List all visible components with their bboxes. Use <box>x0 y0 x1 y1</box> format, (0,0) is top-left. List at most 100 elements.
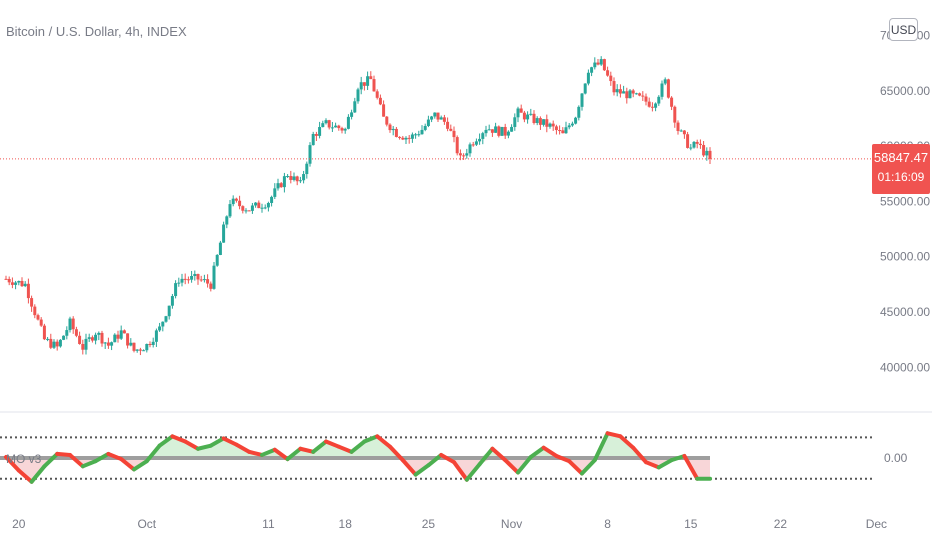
candle-body <box>682 130 686 135</box>
oscillator-segment <box>375 434 392 449</box>
oscillator-segment <box>349 439 367 454</box>
candle-body <box>87 337 91 339</box>
candle-body <box>538 118 542 125</box>
candle-body <box>327 120 331 128</box>
candle-body <box>580 93 584 107</box>
candle-body <box>58 339 62 347</box>
oscillator-segment <box>400 458 418 477</box>
candle-body <box>142 350 146 352</box>
candle-body <box>247 210 251 212</box>
x-tick-label: Oct <box>137 517 156 531</box>
candle-body <box>522 112 526 120</box>
candle-body <box>167 305 171 317</box>
candle-body <box>583 83 587 94</box>
candle-body <box>471 144 475 146</box>
candle-body <box>647 101 651 107</box>
candle-body <box>65 330 69 336</box>
candle-body <box>458 153 462 156</box>
candle-body <box>436 112 440 120</box>
candle-body <box>305 163 309 175</box>
candle-body <box>532 113 536 124</box>
candle-body <box>154 330 158 342</box>
oscillator-segment <box>234 442 252 454</box>
candle-body <box>689 147 693 149</box>
candle-body <box>577 106 581 118</box>
candle-body <box>564 127 568 134</box>
oscillator-segment <box>196 443 213 451</box>
currency-badge[interactable]: USD <box>889 18 918 41</box>
candle-body <box>110 342 114 346</box>
oscillator-segment <box>29 464 47 484</box>
oscillator-segment <box>503 458 520 475</box>
oscillator-segment <box>298 446 316 454</box>
candle-body <box>503 126 507 136</box>
candle-body <box>90 337 94 341</box>
candle-body <box>36 315 40 320</box>
candle-body <box>33 306 37 316</box>
candle-body <box>561 130 565 134</box>
candle-body <box>679 130 683 132</box>
oscillator-segment <box>4 455 21 473</box>
candle-body <box>602 59 606 71</box>
oscillator-segment <box>42 451 60 469</box>
candle-body <box>705 150 709 156</box>
candle-body <box>314 133 318 136</box>
y-tick-label: 65000.00 <box>880 84 930 98</box>
candle-body <box>202 279 206 281</box>
candle-body <box>641 95 645 97</box>
oscillator-segment <box>669 453 687 463</box>
candle-body <box>7 278 11 283</box>
candle-body <box>340 128 344 131</box>
candle-body <box>116 334 120 339</box>
oscillator-segment <box>132 459 149 472</box>
oscillator-segment <box>311 439 328 454</box>
candle-body <box>266 202 270 208</box>
indicator-label: MO v3 <box>6 452 42 466</box>
candle-body <box>426 119 430 126</box>
candle-body <box>279 183 283 188</box>
candle-body <box>506 131 510 136</box>
candle-body <box>164 316 168 322</box>
x-tick-label: 8 <box>604 517 611 531</box>
candle-body <box>170 296 174 306</box>
candle-body <box>177 282 181 284</box>
candle-body <box>103 342 107 344</box>
candle-body <box>132 342 136 351</box>
oscillator-segment <box>208 436 226 448</box>
candle-body <box>686 134 690 148</box>
candle-body <box>574 117 578 124</box>
candle-body <box>52 341 56 348</box>
oscillator-segment <box>324 439 341 449</box>
candle-body <box>78 335 82 344</box>
candle-body <box>420 129 424 135</box>
candle-body <box>4 278 8 280</box>
candle-body <box>609 75 613 82</box>
oscillator-segment <box>580 458 597 476</box>
candle-body <box>625 91 629 99</box>
candle-body <box>590 67 594 73</box>
candle-body <box>663 79 667 84</box>
candle-body <box>238 200 242 207</box>
candle-body <box>359 82 363 90</box>
candle-body <box>618 89 622 94</box>
candle-body <box>465 153 469 156</box>
candle-body <box>673 106 677 123</box>
last-price-tag: 58847.47 01:16:09 <box>872 144 930 194</box>
candle-body <box>372 79 376 92</box>
oscillator-segment <box>477 446 495 467</box>
candle-body <box>298 180 302 182</box>
oscillator-segment <box>413 463 431 477</box>
candle-body <box>302 174 306 181</box>
candle-body <box>650 106 654 108</box>
x-tick-label: 20 <box>12 517 26 531</box>
candle-body <box>126 333 130 346</box>
oscillator-segment <box>106 451 124 462</box>
candle-body <box>455 137 459 154</box>
candle-body <box>510 126 514 132</box>
candle-body <box>244 210 248 212</box>
candle-body <box>468 144 472 154</box>
oscillator-segment <box>272 447 290 462</box>
candle-body <box>366 76 370 86</box>
candle-body <box>698 143 702 146</box>
